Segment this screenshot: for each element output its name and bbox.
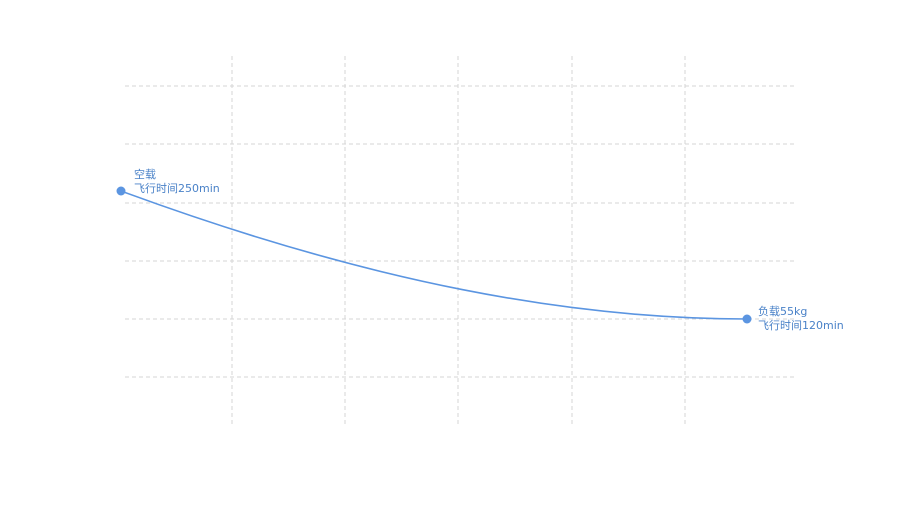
- data-point-empty-load: [116, 186, 126, 196]
- annotation-full-load-title: 负载55kg: [758, 304, 807, 318]
- grid-lines: [125, 56, 795, 427]
- data-point-full-load: [742, 314, 752, 324]
- series-line: [120, 190, 748, 320]
- annotation-empty-load-time: 飞行时间250min: [134, 182, 220, 195]
- annotation-full-load-time: 飞行时间120min: [758, 319, 844, 332]
- annotation-empty-load-title: 空载: [134, 167, 156, 181]
